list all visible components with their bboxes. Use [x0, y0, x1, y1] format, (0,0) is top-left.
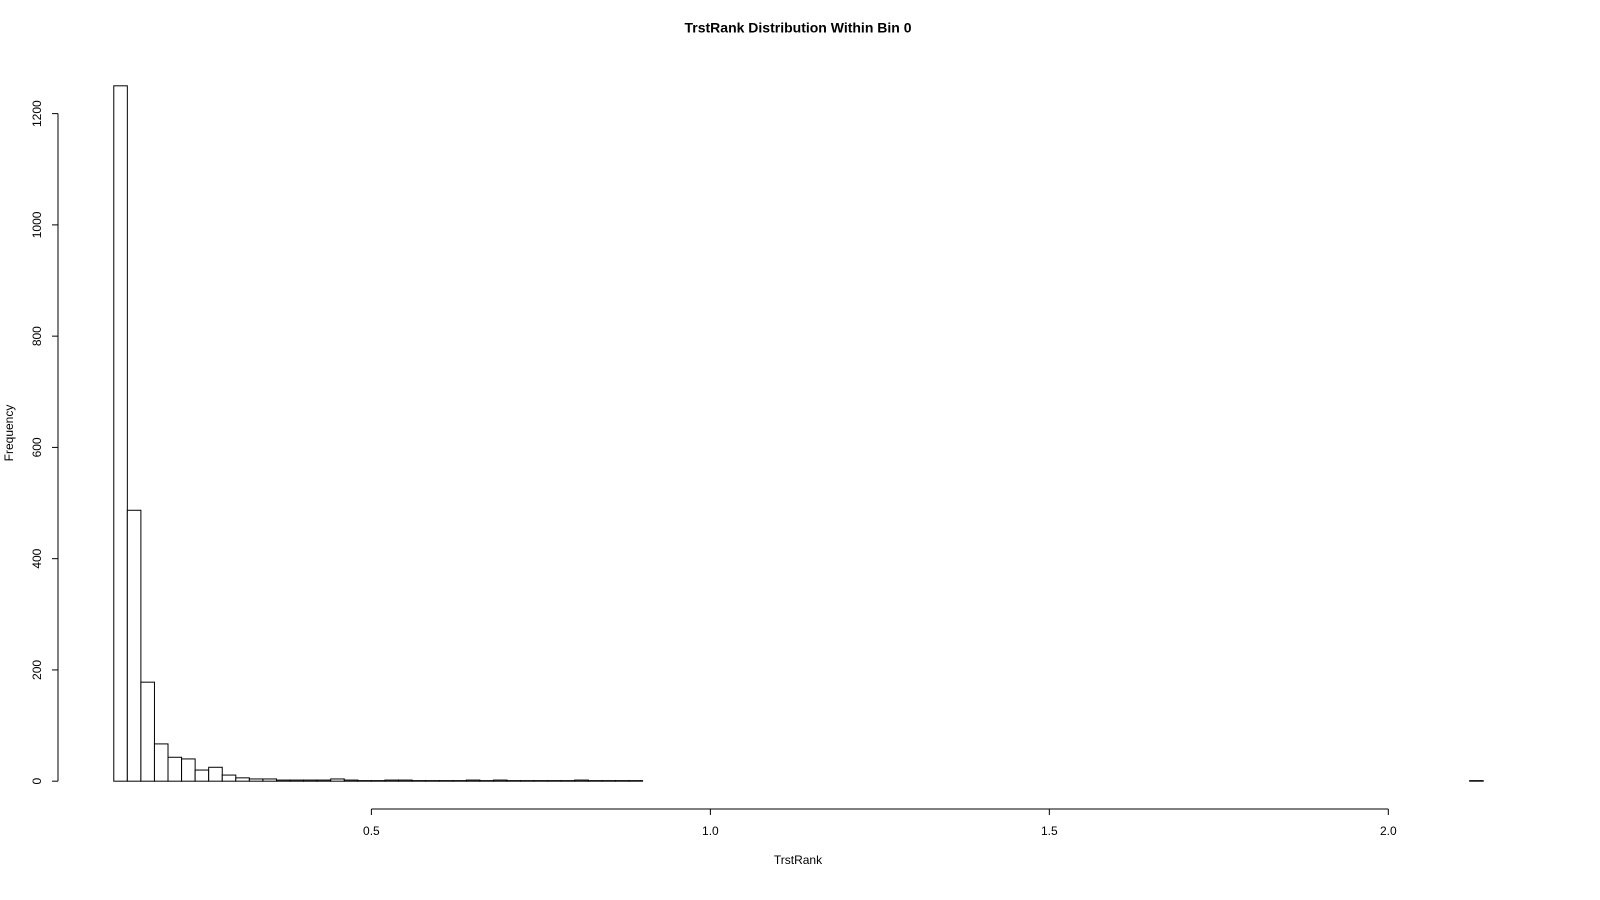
bar: [167, 756, 183, 782]
x-tick-label: 0.5: [363, 824, 380, 838]
bar: [235, 777, 250, 782]
bar: [438, 780, 454, 782]
bar: [506, 780, 522, 782]
bar: [275, 779, 291, 782]
bar: [316, 779, 332, 782]
bar: [303, 779, 318, 782]
bar: [398, 779, 413, 782]
x-axis-label: TrstRank: [774, 853, 823, 867]
y-tick-label: 1200: [30, 100, 44, 127]
bar: [181, 758, 196, 782]
y-tick-label: 800: [30, 326, 44, 346]
bar: [614, 780, 630, 782]
bar: [330, 778, 345, 782]
bar: [343, 779, 359, 782]
y-tick-label: 0: [30, 778, 44, 785]
bar: [628, 780, 644, 782]
bar: [384, 779, 400, 782]
y-tick-label: 400: [30, 548, 44, 568]
chart-title: TrstRank Distribution Within Bin 0: [685, 20, 912, 36]
bar: [560, 780, 576, 782]
bar: [547, 780, 562, 782]
bar: [425, 780, 440, 782]
y-tick-label: 200: [30, 660, 44, 680]
bar: [208, 766, 223, 782]
bar: [194, 769, 210, 782]
bar: [1469, 780, 1484, 782]
bar: [248, 778, 264, 782]
bar: [574, 779, 589, 782]
bar: [262, 778, 277, 782]
bar: [289, 779, 305, 782]
bar: [520, 780, 535, 782]
bar: [587, 780, 603, 782]
bar: [411, 780, 427, 782]
bar: [221, 774, 237, 782]
x-tick-label: 2.0: [1380, 824, 1397, 838]
x-tick-label: 1.0: [702, 824, 719, 838]
x-tick-label: 1.5: [1041, 824, 1058, 838]
bar: [452, 780, 467, 782]
bar: [492, 779, 508, 782]
bar: [126, 509, 142, 782]
bar: [465, 779, 481, 782]
y-tick-label: 600: [30, 437, 44, 457]
bar: [113, 85, 128, 782]
bar: [153, 743, 169, 782]
y-axis-label: Frequency: [2, 405, 16, 462]
bar: [479, 780, 494, 782]
bar: [140, 681, 155, 782]
bar: [357, 780, 372, 782]
bar: [370, 780, 386, 782]
bar: [601, 780, 616, 782]
y-tick-label: 1000: [30, 211, 44, 238]
bar: [533, 780, 549, 782]
